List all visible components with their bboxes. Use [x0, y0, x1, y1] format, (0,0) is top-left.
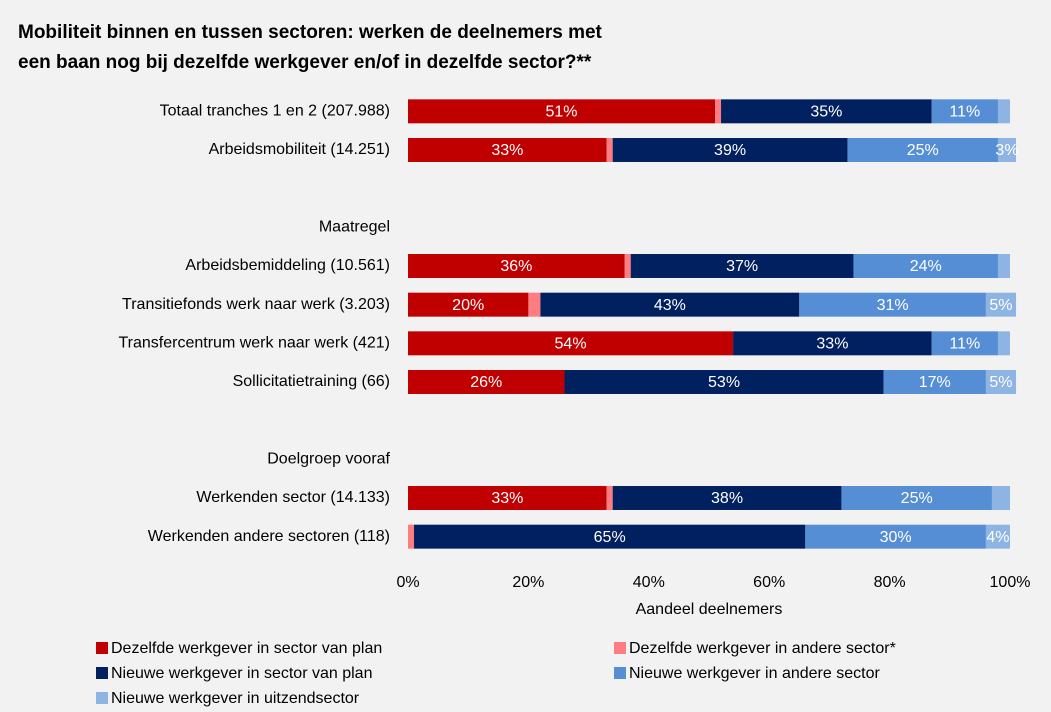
bar-segment [997, 99, 1010, 124]
y-tick-label: Sollicitatietraining (66) [233, 373, 390, 390]
bar-segment [612, 486, 842, 510]
chart-title: een baan nog bij dezelfde werkgever en/o… [18, 52, 592, 73]
x-tick-label: 60% [753, 574, 785, 591]
data-label: 25% [901, 490, 933, 507]
bar-segment [883, 370, 986, 394]
legend-label: Dezelfde werkgever in sector van plan [111, 640, 382, 657]
data-label: 11% [949, 336, 980, 353]
legend-swatch [96, 642, 108, 654]
data-label: 5% [989, 374, 1012, 391]
bar-segment [847, 138, 998, 162]
data-label: 33% [816, 336, 848, 353]
x-tick-label: 20% [512, 574, 544, 591]
bar-segment [985, 524, 1010, 549]
bar-segment [985, 292, 1017, 317]
x-tick-label: 40% [633, 574, 665, 591]
bar-segment [997, 254, 1010, 278]
data-label: 31% [877, 297, 909, 314]
bar-segment [408, 99, 716, 124]
data-label: 3% [995, 142, 1018, 159]
legend-label: Nieuwe werkgever in andere sector [629, 665, 880, 682]
y-tick-label: Doelgroep vooraf [267, 451, 390, 468]
bar-segment [408, 138, 607, 162]
legend-swatch [96, 692, 108, 704]
data-label: 5% [989, 297, 1012, 314]
x-tick-label: 0% [396, 574, 419, 591]
bar-segment [853, 254, 998, 278]
bar-segment [799, 292, 986, 317]
data-label: 38% [711, 490, 743, 507]
legend-label: Nieuwe werkgever in sector van plan [111, 665, 372, 682]
legend-label: Dezelfde werkgever in andere sector* [629, 640, 896, 657]
legend-swatch [614, 667, 626, 679]
data-label: 65% [594, 529, 626, 546]
bar-segment [408, 292, 529, 317]
data-label: 39% [714, 142, 746, 159]
y-tick-label: Arbeidsmobiliteit (14.251) [209, 141, 390, 158]
data-label: 4% [986, 529, 1009, 546]
y-tick-label: Werkenden andere sectoren (118) [148, 528, 390, 545]
data-label: 26% [470, 374, 502, 391]
data-label: 35% [810, 104, 842, 121]
y-tick-label: Transfercentrum werk naar werk (421) [119, 335, 391, 352]
bar-segment [606, 486, 613, 510]
data-label: 43% [654, 297, 686, 314]
bar-segment [408, 331, 734, 356]
data-label: 54% [555, 336, 587, 353]
data-label: 51% [545, 104, 577, 121]
bar-segment [733, 331, 932, 356]
bar-segment [606, 138, 613, 162]
bar-segment [721, 99, 932, 124]
chart-title: Mobiliteit binnen en tussen sectoren: we… [18, 22, 603, 43]
bar-segment [540, 292, 800, 317]
bar-segment [414, 524, 806, 549]
legend-label: Nieuwe werkgever in uitzendsector [111, 690, 360, 707]
data-label: 11% [949, 104, 980, 121]
bar-segment [564, 370, 884, 394]
bar-segment [997, 331, 1010, 356]
legend-swatch [96, 667, 108, 679]
data-label: 24% [910, 258, 942, 275]
bar-segment [630, 254, 854, 278]
y-tick-label: Werkenden sector (14.133) [196, 489, 390, 506]
legend-swatch [614, 642, 626, 654]
data-label: 33% [491, 490, 523, 507]
y-tick-label: Transitiefonds werk naar werk (3.203) [122, 296, 390, 313]
bar-segment [624, 254, 631, 278]
data-label: 17% [919, 374, 951, 391]
bar-segment [841, 486, 992, 510]
bar-segment [715, 99, 722, 124]
data-label: 53% [708, 374, 740, 391]
bar-segment [408, 370, 565, 394]
bar-segment [408, 254, 625, 278]
data-label: 20% [452, 297, 484, 314]
data-label: 25% [907, 142, 939, 159]
bar-segment [528, 292, 541, 317]
bar-segment [408, 524, 415, 549]
y-tick-label: Maatregel [319, 219, 390, 236]
y-tick-label: Totaal tranches 1 en 2 (207.988) [160, 103, 390, 120]
bar-segment [997, 138, 1017, 162]
bar-segment [612, 138, 848, 162]
bar-segment [991, 486, 1010, 510]
x-tick-label: 80% [874, 574, 906, 591]
x-axis-label: Aandeel deelnemers [636, 601, 783, 618]
x-tick-label: 100% [990, 574, 1031, 591]
data-label: 33% [491, 142, 523, 159]
data-label: 30% [880, 529, 912, 546]
bar-segment [931, 99, 998, 124]
data-label: 36% [500, 258, 532, 275]
bar-segment [805, 524, 986, 549]
y-tick-label: Arbeidsbemiddeling (10.561) [185, 257, 390, 274]
bar-segment [408, 486, 607, 510]
data-label: 37% [726, 258, 758, 275]
bar-segment [985, 370, 1017, 394]
bar-segment [931, 331, 998, 356]
